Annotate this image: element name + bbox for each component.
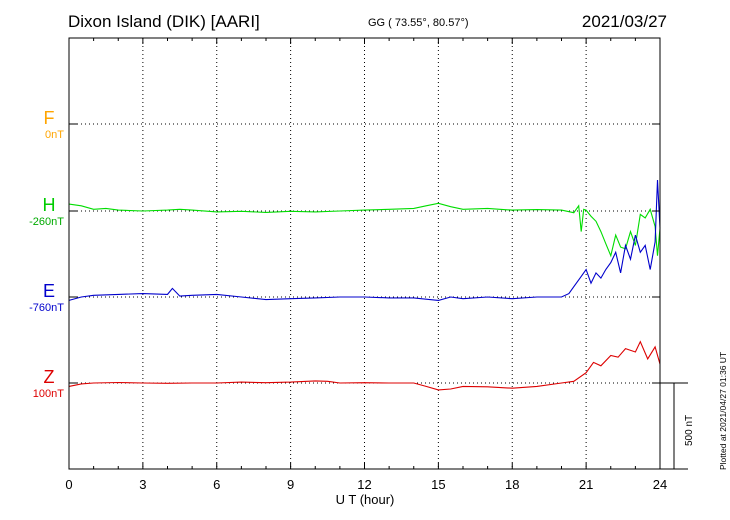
station-title: Dixon Island (DIK) [AARI]	[68, 12, 260, 31]
x-tick-label: 21	[579, 477, 593, 492]
component-label-z: Z 100nT	[4, 367, 64, 400]
component-label-e: E -760nT	[4, 281, 64, 314]
x-tick-label: 9	[287, 477, 294, 492]
station-coordinates: GG ( 73.55°, 80.57°)	[368, 17, 469, 29]
series-line-e	[68, 179, 661, 301]
scale-bar-label: 500 nT	[684, 415, 695, 446]
x-tick-label: 24	[653, 477, 667, 492]
baseline-label-f: 0nT	[45, 129, 64, 141]
grid-lines	[69, 38, 660, 469]
x-tick-label: 12	[357, 477, 371, 492]
component-name-h: H	[42, 195, 56, 215]
component-name-f: F	[43, 108, 55, 128]
series-group	[68, 179, 661, 391]
baseline-label-z: 100nT	[32, 388, 64, 400]
component-label-f: F 0nT	[4, 108, 65, 141]
x-axis-title: U T (hour)	[336, 492, 395, 507]
plotted-timestamp: Plotted at 2021/04/27 01:36 UT	[718, 351, 728, 470]
scale-bar: 500 nT	[660, 382, 695, 470]
baseline-label-h: -260nT	[29, 216, 64, 228]
series-line-z	[68, 340, 661, 391]
x-tick-marks: 0 3 6 9 12 15 18 21 24	[65, 38, 667, 492]
x-tick-label: 0	[65, 477, 72, 492]
x-tick-label: 3	[139, 477, 146, 492]
series-line-h	[68, 202, 661, 258]
chart-date: 2021/03/27	[581, 12, 667, 31]
component-label-h: H -260nT	[4, 195, 64, 228]
component-name-e: E	[42, 281, 55, 301]
x-tick-label: 18	[505, 477, 519, 492]
component-name-z: Z	[43, 367, 55, 387]
baseline-label-e: -760nT	[29, 302, 64, 314]
x-tick-label: 15	[431, 477, 445, 492]
x-tick-label: 6	[213, 477, 220, 492]
